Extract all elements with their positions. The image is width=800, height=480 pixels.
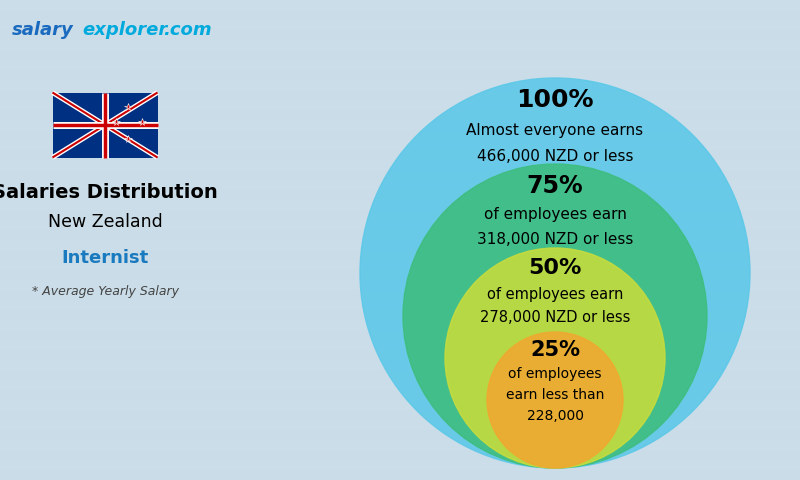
Text: 25%: 25% <box>530 340 580 360</box>
Text: New Zealand: New Zealand <box>48 213 162 231</box>
Text: Internist: Internist <box>62 249 149 267</box>
Text: Salaries Distribution: Salaries Distribution <box>0 182 218 202</box>
Text: 318,000 NZD or less: 318,000 NZD or less <box>477 232 633 248</box>
Text: earn less than: earn less than <box>506 388 604 402</box>
Text: Almost everyone earns: Almost everyone earns <box>466 122 643 137</box>
Circle shape <box>403 164 707 468</box>
Text: of employees earn: of employees earn <box>487 287 623 301</box>
Text: .com: .com <box>163 21 212 39</box>
Text: 278,000 NZD or less: 278,000 NZD or less <box>480 311 630 325</box>
FancyBboxPatch shape <box>53 93 158 157</box>
Text: salary: salary <box>12 21 74 39</box>
Text: 100%: 100% <box>516 88 594 112</box>
Text: of employees earn: of employees earn <box>483 206 626 221</box>
Text: explorer: explorer <box>82 21 167 39</box>
Text: 50%: 50% <box>528 258 582 278</box>
Text: 228,000: 228,000 <box>526 409 583 423</box>
Circle shape <box>445 248 665 468</box>
Text: 466,000 NZD or less: 466,000 NZD or less <box>477 148 634 164</box>
Text: * Average Yearly Salary: * Average Yearly Salary <box>31 286 178 299</box>
Text: of employees: of employees <box>508 367 602 381</box>
Circle shape <box>487 332 623 468</box>
Circle shape <box>360 78 750 468</box>
Text: 75%: 75% <box>526 174 583 198</box>
